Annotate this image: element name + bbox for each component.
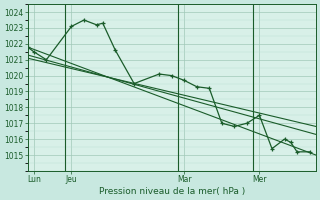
X-axis label: Pression niveau de la mer( hPa ): Pression niveau de la mer( hPa ): [99, 187, 245, 196]
